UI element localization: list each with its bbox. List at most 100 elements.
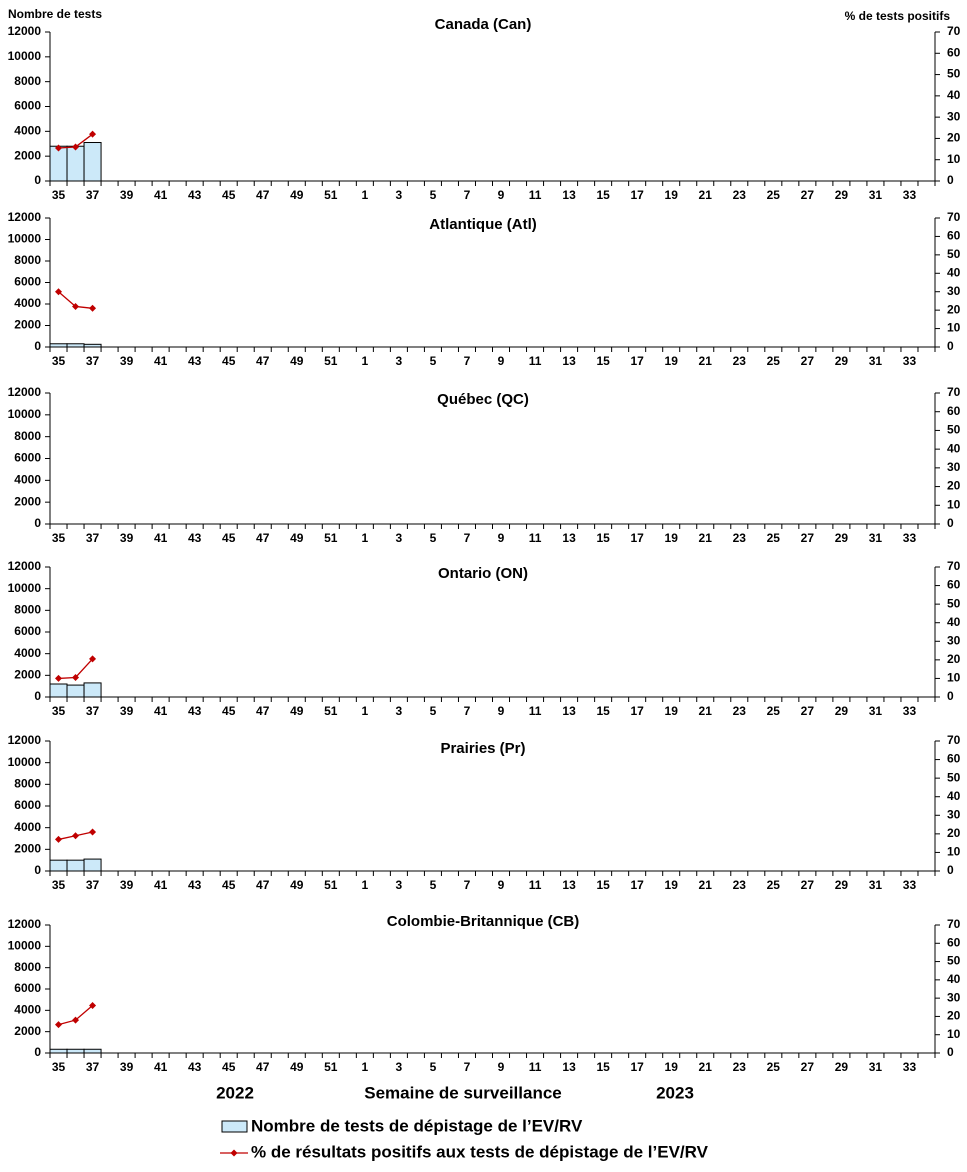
x-tick-label: 45	[222, 1060, 236, 1074]
x-tick-label: 37	[86, 354, 100, 368]
x-tick-label: 33	[903, 1060, 917, 1074]
y-tick-label: 10000	[8, 232, 42, 246]
y2-tick-label: 40	[947, 789, 961, 803]
bar	[49, 1048, 68, 1054]
x-tick-label: 45	[222, 531, 236, 545]
x-tick-label: 35	[52, 531, 66, 545]
x-tick-label: 51	[324, 878, 338, 892]
y-tick-label: 12000	[8, 733, 42, 747]
y2-tick-label: 10	[947, 321, 961, 335]
x-tick-label: 47	[256, 704, 270, 718]
y-tick-label: 10000	[8, 581, 42, 595]
x-tick-label: 27	[801, 531, 815, 545]
bar	[83, 142, 102, 182]
x-tick-label: 11	[529, 354, 542, 368]
x-tick-label: 29	[835, 188, 849, 202]
x-tick-label: 21	[699, 188, 713, 202]
bar	[66, 859, 85, 872]
x-tick-label: 27	[801, 354, 815, 368]
x-tick-label: 7	[464, 354, 471, 368]
x-tick-label: 19	[665, 878, 679, 892]
x-tick-label: 39	[120, 1060, 134, 1074]
y2-tick-label: 70	[947, 733, 961, 747]
y-tick-label: 4000	[14, 124, 41, 138]
x-tick-label: 43	[188, 354, 202, 368]
y2-tick-label: 10	[947, 497, 961, 511]
y2-tick-label: 10	[947, 152, 961, 166]
x-tick-label: 13	[562, 704, 576, 718]
x-tick-label: 41	[154, 354, 168, 368]
y-tick-label: 8000	[14, 960, 41, 974]
x-tick-label: 1	[362, 531, 369, 545]
x-tick-label: 1	[362, 188, 369, 202]
x-tick-label: 13	[562, 1060, 576, 1074]
marker	[72, 1016, 80, 1024]
x-tick-label: 25	[767, 188, 781, 202]
y-tick-label: 4000	[14, 473, 41, 487]
y2-tick-label: 10	[947, 671, 961, 685]
x-tick-label: 37	[86, 531, 100, 545]
y2-tick-label: 20	[947, 302, 961, 316]
x-tick-label: 3	[396, 704, 403, 718]
x-tick-label: 21	[699, 704, 713, 718]
x-tick-label: 45	[222, 188, 236, 202]
x-tick-label: 47	[256, 531, 270, 545]
x-tick-label: 17	[630, 188, 644, 202]
y2-tick-label: 50	[947, 596, 961, 610]
y2-tick-label: 40	[947, 441, 961, 455]
x-tick-label: 17	[630, 354, 644, 368]
y-tick-label: 8000	[14, 603, 41, 617]
y-tick-label: 12000	[8, 24, 42, 38]
x-tick-label: 37	[86, 1060, 100, 1074]
marker	[89, 655, 97, 663]
y-tick-label: 2000	[14, 668, 41, 682]
y2-tick-label: 50	[947, 423, 961, 437]
x-tick-label: 41	[154, 878, 168, 892]
x-tick-label: 33	[903, 188, 917, 202]
y2-tick-label: 40	[947, 615, 961, 629]
x-tick-label: 51	[324, 704, 338, 718]
x-tick-label: 41	[154, 704, 168, 718]
x-tick-label: 25	[767, 354, 781, 368]
y-tick-label: 2000	[14, 494, 41, 508]
y-tick-label: 0	[34, 516, 41, 530]
marker	[72, 143, 80, 151]
x-tick-label: 23	[733, 188, 747, 202]
x-tick-label: 49	[290, 878, 304, 892]
x-tick-label: 3	[396, 531, 403, 545]
y2-tick-label: 30	[947, 633, 961, 647]
x-tick-label: 39	[120, 531, 134, 545]
y-tick-label: 2000	[14, 1024, 41, 1038]
x-tick-label: 49	[290, 704, 304, 718]
y-tick-label: 4000	[14, 646, 41, 660]
x-tick-label: 5	[430, 354, 437, 368]
marker	[89, 1001, 97, 1009]
x-tick-label: 25	[767, 878, 781, 892]
y2-tick-label: 30	[947, 284, 961, 298]
x-tick-label: 17	[630, 531, 644, 545]
marker	[55, 1021, 63, 1029]
bar	[66, 684, 85, 698]
x-tick-label: 25	[767, 704, 781, 718]
x-tick-label: 29	[835, 704, 849, 718]
x-tick-label: 17	[630, 1060, 644, 1074]
y-tick-label: 8000	[14, 253, 41, 267]
x-tick-label: 35	[52, 1060, 66, 1074]
x-tick-label: 35	[52, 354, 66, 368]
x-tick-label: 25	[767, 531, 781, 545]
panel-title: Colombie-Britannique (CB)	[387, 913, 580, 930]
y-tick-label: 0	[34, 863, 41, 877]
bar	[83, 858, 102, 872]
x-tick-label: 51	[324, 531, 338, 545]
marker	[55, 288, 63, 296]
x-tick-label: 17	[630, 704, 644, 718]
x-tick-label: 7	[464, 1060, 471, 1074]
x-tick-label: 27	[801, 704, 815, 718]
x-tick-label: 29	[835, 531, 849, 545]
y-tick-label: 0	[34, 173, 41, 187]
x-tick-label: 19	[665, 188, 679, 202]
x-tick-label: 13	[562, 354, 576, 368]
x-tick-label: 13	[562, 188, 576, 202]
bar	[49, 683, 68, 698]
x-tick-label: 47	[256, 1060, 270, 1074]
